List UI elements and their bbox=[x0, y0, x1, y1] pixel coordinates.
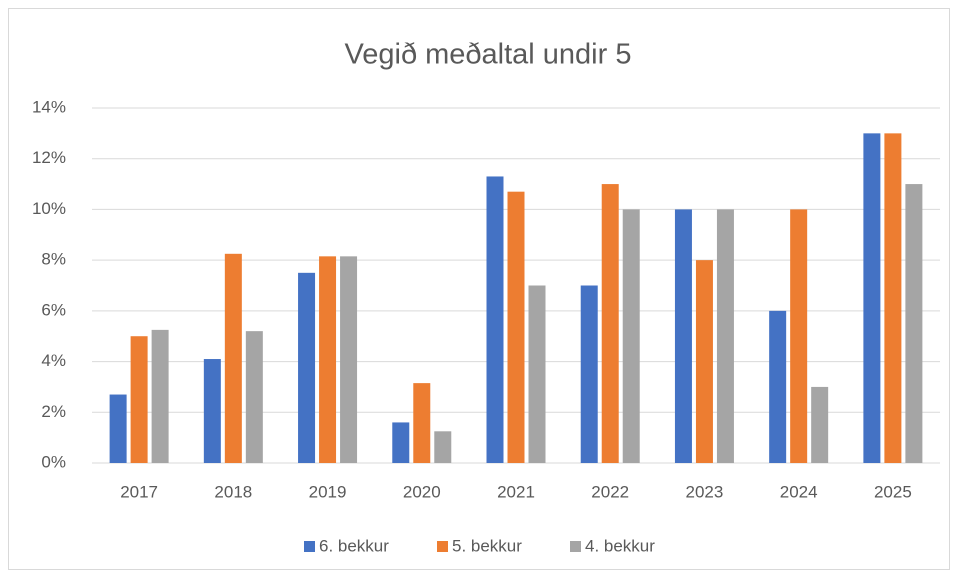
y-tick-label: 12% bbox=[32, 148, 66, 167]
x-tick-label: 2022 bbox=[591, 482, 629, 501]
legend-swatch bbox=[437, 541, 448, 552]
bar bbox=[340, 256, 358, 463]
bar bbox=[486, 176, 504, 463]
legend-swatch bbox=[570, 541, 581, 552]
legend-label: 6. bekkur bbox=[319, 536, 389, 555]
x-tick-label: 2025 bbox=[874, 482, 912, 501]
y-tick-label: 6% bbox=[41, 300, 66, 319]
x-tick-label: 2024 bbox=[780, 482, 818, 501]
bar bbox=[413, 383, 431, 463]
y-tick-label: 10% bbox=[32, 199, 66, 218]
bar bbox=[601, 184, 619, 464]
x-tick-label: 2021 bbox=[497, 482, 535, 501]
x-tick-label: 2020 bbox=[403, 482, 441, 501]
x-tick-label: 2018 bbox=[214, 482, 252, 501]
chart-title: Vegið meðaltal undir 5 bbox=[345, 39, 632, 71]
bar bbox=[528, 285, 546, 463]
legend-label: 4. bekkur bbox=[585, 536, 655, 555]
bar bbox=[884, 133, 902, 463]
bar bbox=[224, 253, 242, 463]
bar bbox=[151, 329, 169, 463]
bar bbox=[580, 285, 598, 463]
bar bbox=[716, 209, 734, 463]
bar bbox=[392, 422, 410, 463]
legend-label: 5. bekkur bbox=[452, 536, 522, 555]
y-tick-label: 0% bbox=[41, 452, 66, 471]
bar bbox=[109, 394, 127, 463]
x-tick-label: 2017 bbox=[120, 482, 158, 501]
bar bbox=[130, 336, 148, 463]
bar bbox=[863, 133, 881, 463]
y-tick-label: 4% bbox=[41, 351, 66, 370]
bar bbox=[622, 209, 640, 463]
x-tick-label: 2023 bbox=[686, 482, 724, 501]
y-tick-label: 2% bbox=[41, 402, 66, 421]
y-tick-label: 8% bbox=[41, 250, 66, 269]
bar bbox=[769, 310, 787, 463]
bar bbox=[245, 331, 263, 463]
bar bbox=[811, 386, 829, 463]
bar bbox=[695, 260, 713, 463]
bar bbox=[298, 272, 316, 463]
x-tick-label: 2019 bbox=[309, 482, 347, 501]
bar bbox=[319, 256, 337, 463]
bar bbox=[790, 209, 808, 463]
bar bbox=[905, 184, 923, 464]
bar bbox=[203, 359, 221, 463]
legend-swatch bbox=[304, 541, 315, 552]
y-tick-label: 14% bbox=[32, 97, 66, 116]
bar bbox=[507, 191, 525, 463]
bar bbox=[674, 209, 692, 463]
bar bbox=[434, 431, 452, 463]
